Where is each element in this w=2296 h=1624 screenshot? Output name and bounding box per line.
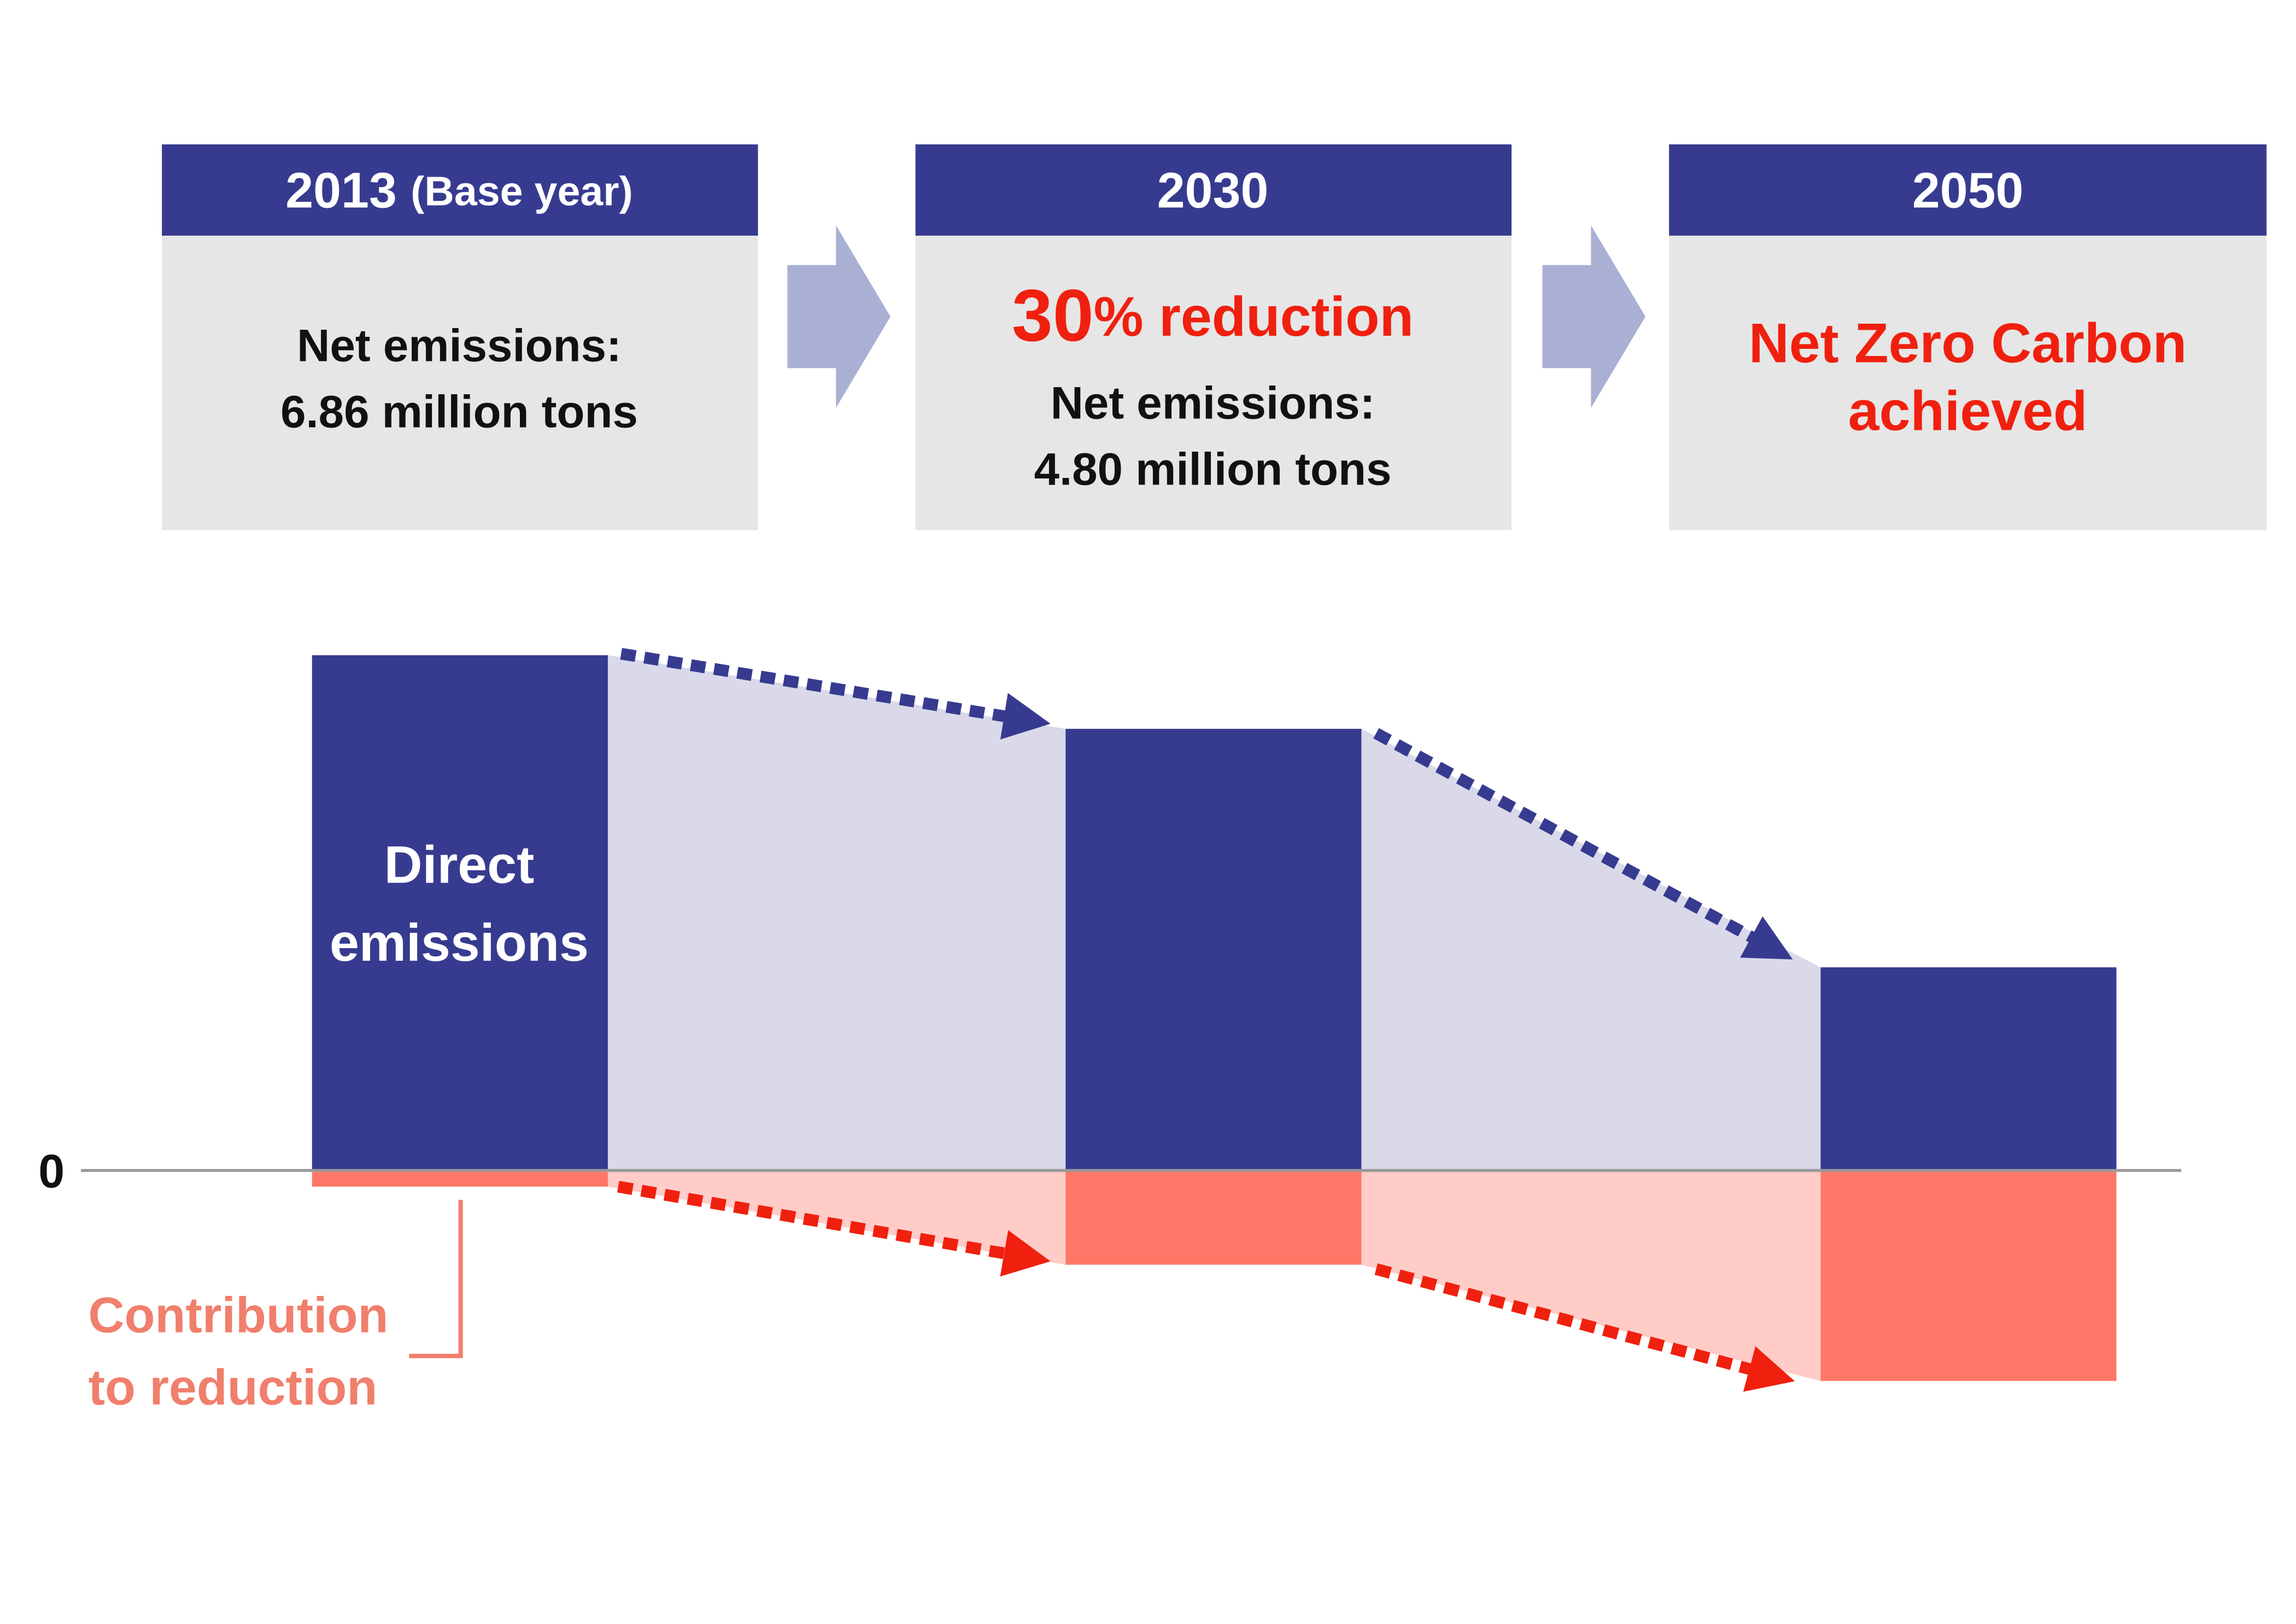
card-highlight: 30% reduction [1012, 274, 1414, 357]
dotted-arrow [1374, 1263, 1795, 1392]
reduction-bar [1065, 1170, 1362, 1265]
card-year: 2030 [1157, 163, 1269, 219]
year: 2013 [285, 163, 397, 219]
reduction-label: to reduction [89, 1360, 378, 1416]
card-header [1669, 144, 2267, 236]
card-highlight: Net Zero Carbon [1749, 312, 2187, 375]
zero-label: 0 [38, 1145, 65, 1197]
emission-bar [1820, 967, 2117, 1171]
card-line: 4.80 million tons [1034, 443, 1392, 494]
card-highlight: achieved [1848, 379, 2088, 442]
dotted-arrow [1373, 728, 1793, 960]
trend-fill [1361, 728, 1821, 1171]
card-line: 6.86 million tons [280, 385, 638, 437]
step-arrow [1542, 225, 1645, 408]
dotted-arrow [620, 647, 1051, 740]
highlight-number: 30 [1012, 274, 1094, 357]
label-bracket [409, 1200, 463, 1358]
bar-label: emissions [330, 913, 589, 972]
card-year: 2050 [1912, 163, 2024, 219]
reduction-label: Contribution [89, 1288, 389, 1343]
step-arrow [787, 225, 891, 408]
highlight-text: % reduction [1094, 285, 1414, 348]
card-line: Net emissions: [297, 319, 622, 371]
card: 2030 30% reduction Net emissions: 4.80 m… [915, 144, 1512, 530]
reduction-bar [1820, 1170, 2117, 1381]
card-year: 2013 (Base year) [285, 163, 632, 219]
trend-fill [1361, 1170, 1821, 1381]
card: 2013 (Base year) Net emissions: 6.86 mil… [162, 144, 758, 530]
trend-fill [607, 655, 1066, 1171]
bar-label: Direct [384, 834, 535, 894]
year-note: (Base year) [411, 168, 632, 214]
card-body [1669, 235, 2267, 530]
emission-bar [312, 655, 608, 1171]
card-body [915, 235, 1512, 530]
card: 2050 Net Zero Carbon achieved [1669, 144, 2267, 530]
card-header [162, 144, 758, 236]
emission-bar [1065, 728, 1362, 1171]
reduction-bar [312, 1170, 608, 1187]
card-body [162, 235, 758, 530]
trend-arrows [617, 647, 1795, 1392]
card-line: Net emissions: [1051, 377, 1375, 428]
card-header [915, 144, 1512, 236]
